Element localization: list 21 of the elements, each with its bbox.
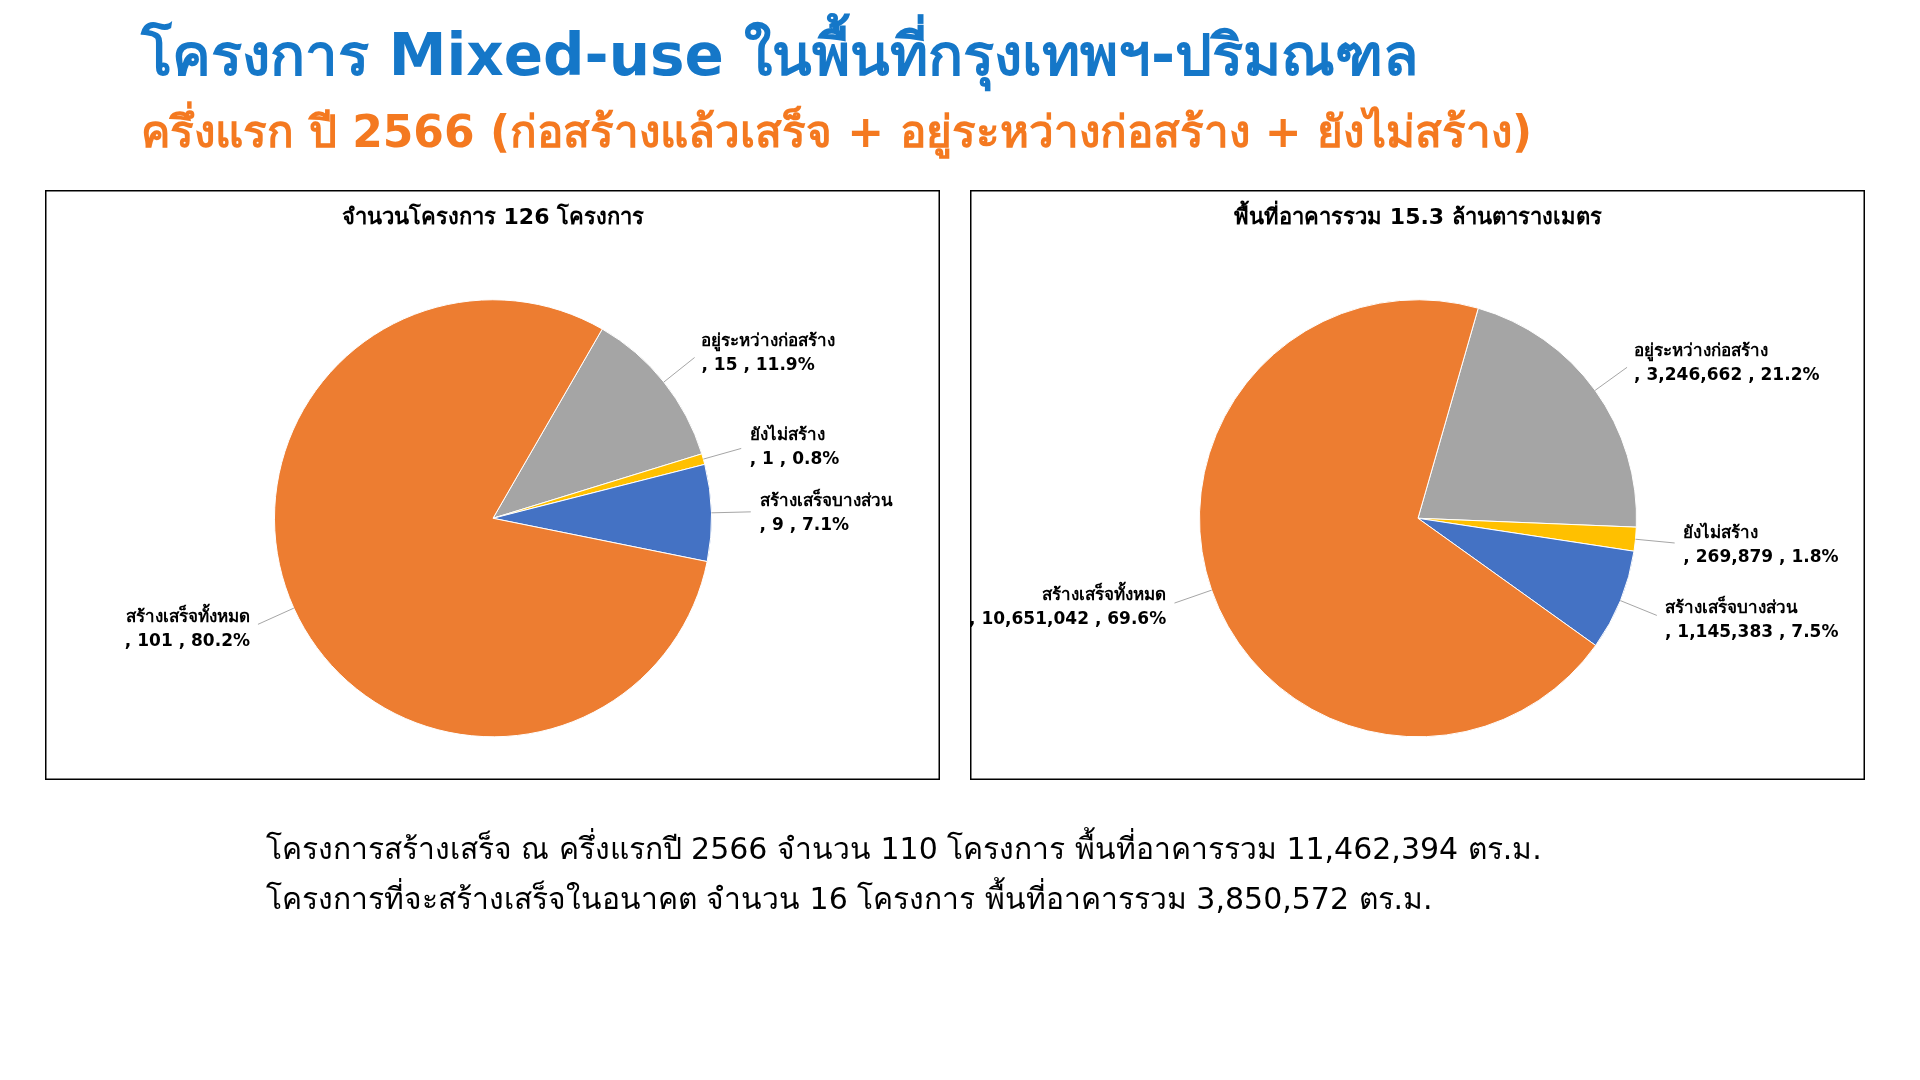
data-label: , 1 , 0.8% — [749, 448, 840, 469]
slice-label: อยู่ระหว่างก่อสร้าง — [701, 330, 836, 353]
text: ครึ่งแรก ปี 2566 (ก่อสร้างแล้วเสร็จ + อยู่ระหว่างก่อสร้าง + ยังไม่สร้าง) — [140, 100, 1533, 159]
data-label: , 9 , 7.1% — [759, 513, 850, 534]
slice-label: สร้างเสร็จบางส่วน — [1664, 594, 1798, 617]
slice-label: สร้างเสร็จทั้งหมด — [1042, 580, 1167, 604]
data-label: , 1,145,383 , 7.5% — [1664, 620, 1839, 641]
chart-title: พื้นที่อาคารรวม 15.3 ล้านตารางเมตร — [1234, 199, 1602, 229]
data-label: , 101 , 80.2% — [124, 629, 251, 650]
slice-label: อยู่ระหว่างก่อสร้าง — [1634, 340, 1769, 363]
data-label: , 15 , 11.9% — [701, 354, 815, 375]
slice-label: ยังไม่สร้าง — [1683, 521, 1759, 542]
text: โครงการสร้างเสร็จ ณ ครึ่งแรกปี 2566 จำนวน 110 โครงการ พื้นที่อาคารรวม 11,462,394 ตร.ม. — [265, 826, 1542, 866]
text: โครงการที่จะสร้างเสร็จในอนาคต จำนวน 16 โครงการ พื้นที่อาคารรวม 3,850,572 ตร.ม. — [265, 876, 1433, 916]
chart-title: จำนวนโครงการ 126 โครงการ — [341, 202, 645, 229]
slice-label: สร้างเสร็จบางส่วน — [759, 487, 893, 510]
text: โครงการ Mixed-use ในพื้นที่กรุงเทพฯ-ปริมณฑล — [139, 12, 1420, 92]
data-label: , 3,246,662 , 21.2% — [1634, 364, 1820, 385]
slice-label: ยังไม่สร้าง — [749, 424, 825, 445]
data-label: , 269,879 , 1.8% — [1683, 545, 1839, 566]
slice-label: สร้างเสร็จทั้งหมด — [126, 602, 250, 626]
